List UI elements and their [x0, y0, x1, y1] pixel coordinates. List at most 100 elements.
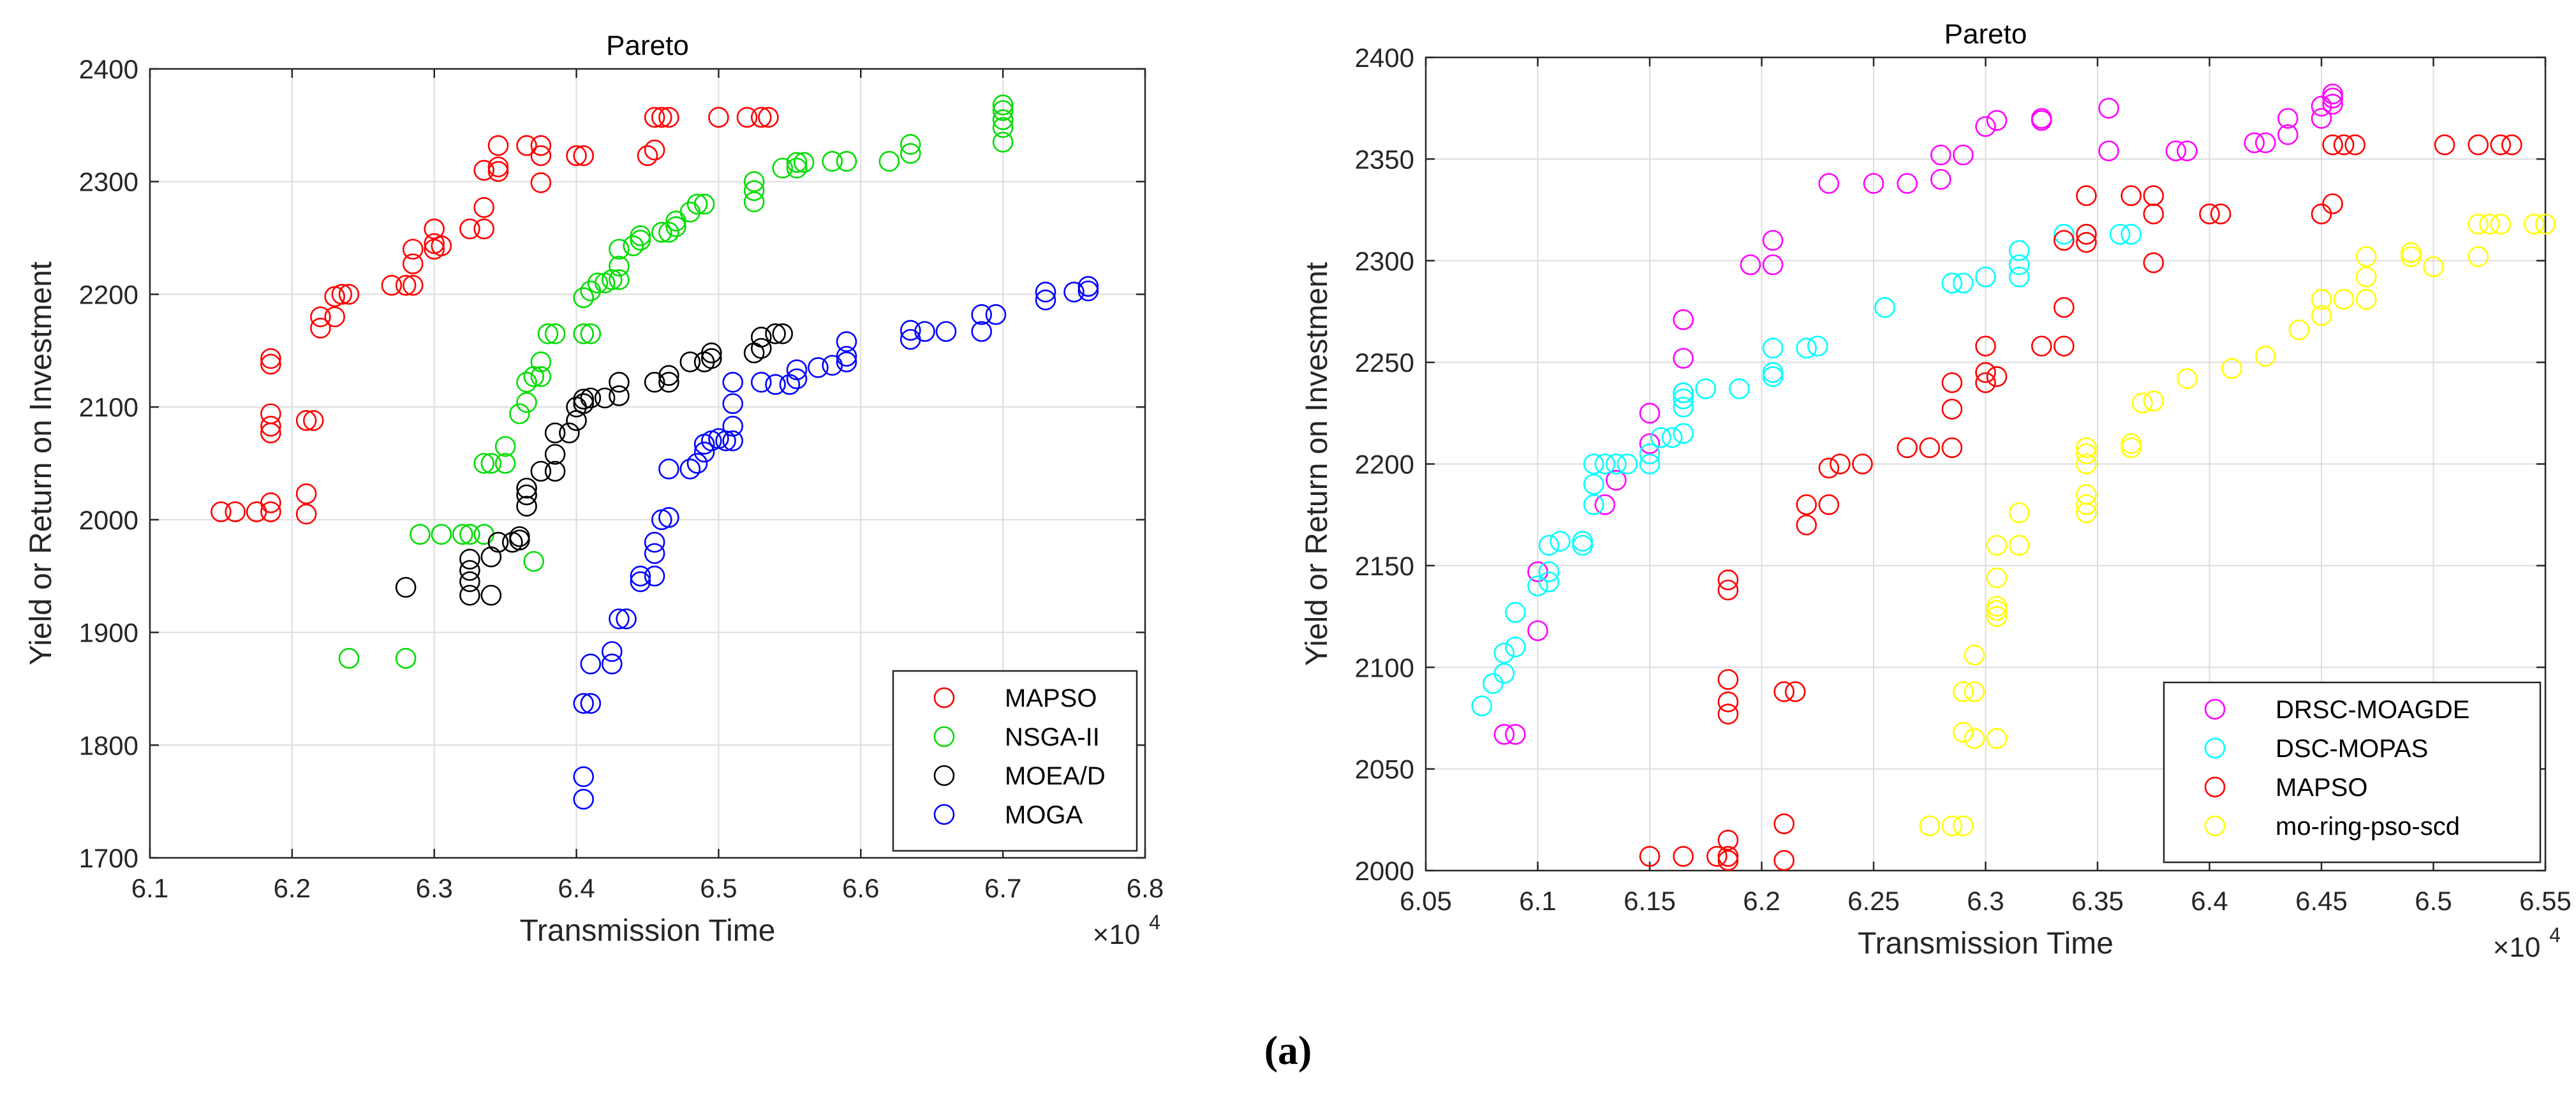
data-point	[1583, 494, 1604, 515]
x-tick-label: 6.1	[1519, 886, 1556, 916]
data-point	[630, 225, 651, 246]
data-point	[899, 134, 921, 155]
data-point	[1897, 173, 1918, 194]
data-point	[530, 366, 552, 387]
data-point	[1673, 348, 1694, 369]
data-point	[580, 387, 602, 409]
data-point	[693, 193, 715, 215]
data-point	[1953, 721, 1974, 743]
data-point	[2008, 534, 2030, 556]
y-tick-label: 2350	[1355, 144, 1414, 174]
data-point	[644, 531, 665, 553]
x-tick-label: 6.3	[416, 873, 453, 903]
data-point	[1986, 366, 2008, 387]
data-point	[609, 608, 630, 629]
data-point	[750, 371, 772, 393]
data-point	[1717, 579, 1739, 601]
data-point	[516, 496, 537, 517]
data-point	[630, 230, 651, 251]
data-point	[487, 156, 509, 178]
data-point	[1818, 457, 1840, 479]
data-point	[1975, 372, 1996, 394]
data-point	[1941, 272, 1963, 294]
data-point	[573, 323, 595, 344]
legend-label: MAPSO	[2276, 774, 2367, 802]
data-point	[1606, 453, 1627, 475]
data-point	[1796, 494, 1817, 515]
data-point	[1527, 620, 1548, 642]
data-point	[2143, 203, 2165, 225]
series-moga	[573, 276, 1099, 810]
data-point	[2054, 230, 2075, 251]
data-point	[2311, 108, 2332, 129]
series-mo-ring-pso-scd	[1919, 214, 2556, 837]
x-tick-label: 6.5	[700, 873, 737, 903]
data-point	[573, 766, 595, 788]
data-point	[1661, 427, 1683, 448]
data-point	[686, 453, 708, 474]
data-point	[1572, 534, 1593, 556]
data-point	[1930, 168, 1951, 190]
data-point	[765, 323, 786, 344]
x-axis-multiplier: ×10	[2493, 932, 2541, 963]
data-point	[644, 543, 665, 564]
y-tick-label: 2050	[1355, 755, 1414, 784]
data-point	[1986, 606, 2008, 627]
legend-marker	[2204, 698, 2226, 720]
data-point	[708, 107, 729, 128]
data-point	[459, 524, 480, 545]
data-point	[1077, 276, 1099, 297]
axes-box	[149, 68, 1146, 859]
data-point	[992, 100, 1014, 121]
data-point	[594, 387, 616, 409]
data-point	[544, 444, 566, 465]
data-point	[2076, 224, 2097, 245]
data-point	[2277, 124, 2298, 145]
data-point	[658, 459, 679, 480]
data-point	[1975, 335, 1996, 357]
data-point	[679, 459, 701, 480]
data-point	[665, 216, 686, 237]
data-point	[630, 571, 651, 593]
data-point	[1964, 728, 1985, 749]
data-point	[793, 152, 815, 173]
data-point	[1986, 596, 2008, 617]
data-point	[772, 323, 794, 344]
data-point	[971, 321, 993, 342]
data-point	[459, 548, 480, 570]
data-point	[2098, 98, 2119, 119]
data-point	[609, 371, 630, 393]
legend-label: mo-ring-pso-scd	[2276, 813, 2460, 841]
x-tick-label: 6.45	[2295, 886, 2348, 916]
data-point	[878, 151, 900, 172]
data-point	[2031, 335, 2052, 357]
data-point	[644, 139, 665, 161]
data-point	[2311, 96, 2332, 117]
data-point	[722, 371, 744, 393]
data-point	[2468, 246, 2489, 267]
data-point	[2535, 214, 2556, 235]
data-point	[992, 109, 1014, 130]
data-point	[644, 371, 665, 393]
data-point	[260, 415, 281, 437]
data-point	[1077, 280, 1099, 302]
data-point	[2401, 242, 2422, 263]
series-moea-d	[395, 323, 794, 606]
data-point	[609, 269, 630, 290]
data-point	[544, 460, 566, 482]
data-point	[1941, 372, 1963, 394]
data-point	[395, 577, 417, 598]
data-point	[1773, 850, 1795, 871]
data-point	[758, 107, 779, 128]
data-point	[786, 152, 808, 173]
data-point	[459, 218, 480, 240]
legend-marker	[2204, 776, 2226, 798]
data-point	[295, 483, 317, 504]
data-point	[530, 145, 552, 166]
data-point	[509, 403, 530, 425]
data-point	[935, 321, 957, 342]
x-axis-multiplier-exponent: 4	[2549, 924, 2561, 946]
data-point	[1505, 601, 1526, 623]
data-point	[381, 274, 403, 296]
data-point	[2121, 224, 2142, 245]
